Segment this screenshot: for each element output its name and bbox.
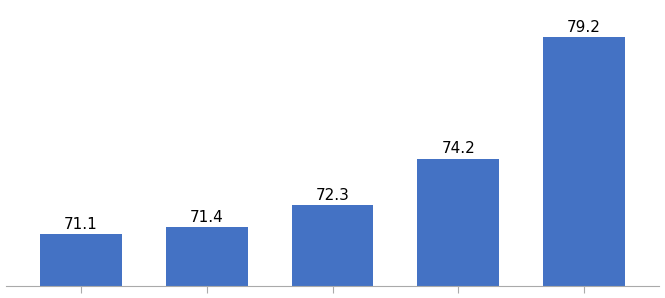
Bar <box>40 235 122 298</box>
Text: 74.2: 74.2 <box>442 142 475 156</box>
Bar <box>166 227 247 298</box>
Bar <box>543 37 625 298</box>
Text: 72.3: 72.3 <box>316 188 349 203</box>
Bar <box>292 205 373 298</box>
Text: 79.2: 79.2 <box>567 20 601 35</box>
Text: 71.4: 71.4 <box>190 209 223 225</box>
Text: 71.1: 71.1 <box>64 217 98 232</box>
Bar <box>418 159 499 298</box>
